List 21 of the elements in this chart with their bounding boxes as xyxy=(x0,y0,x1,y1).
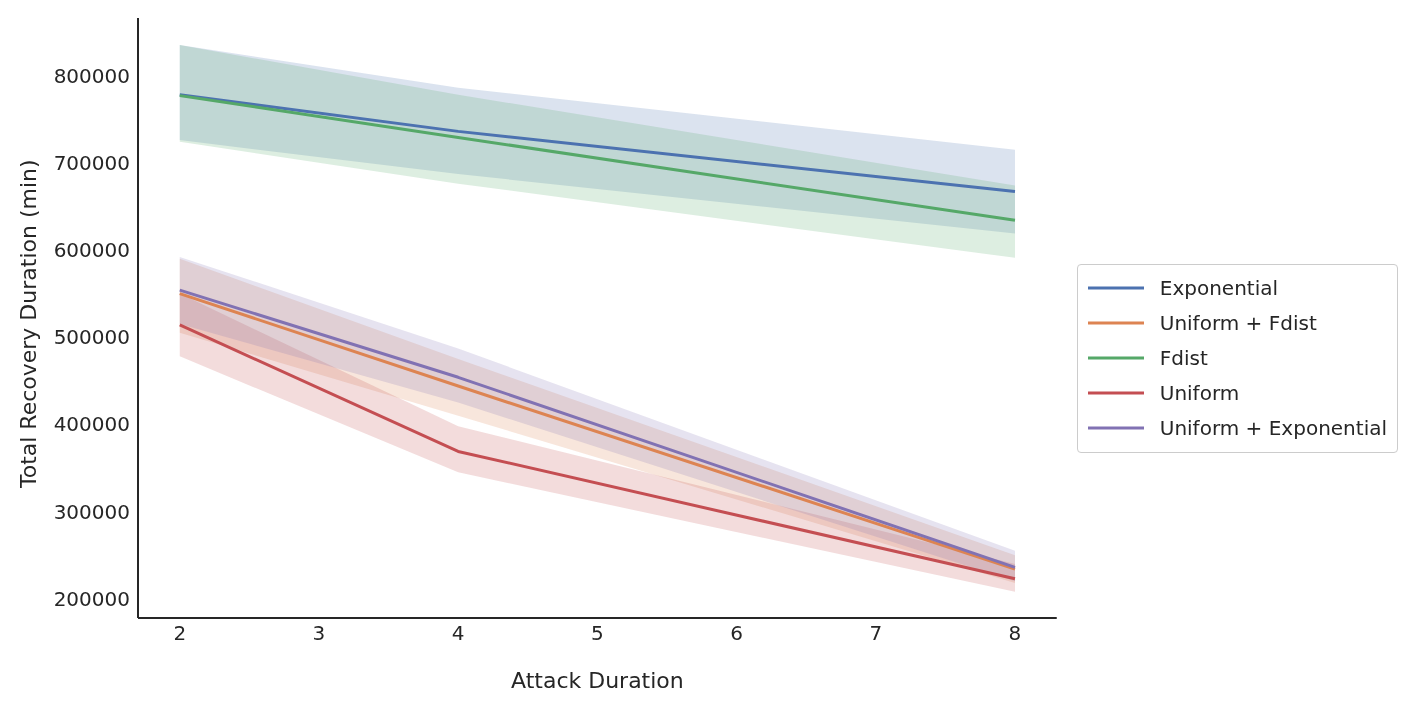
x-tick-label: 8 xyxy=(1008,621,1022,646)
x-tick-label: 3 xyxy=(312,621,326,646)
x-tick-label: 7 xyxy=(869,621,883,646)
legend-label: Uniform + Exponential xyxy=(1159,416,1387,440)
x-tick-label: 4 xyxy=(451,621,465,646)
y-tick-label: 700000 xyxy=(53,150,130,175)
y-tick-label: 200000 xyxy=(53,586,130,611)
y-tick-label: 400000 xyxy=(53,412,130,437)
x-tick-label: 2 xyxy=(173,621,187,646)
legend-label: Fdist xyxy=(1159,346,1208,370)
y-tick-label: 800000 xyxy=(53,63,130,88)
x-tick-label: 5 xyxy=(591,621,604,646)
y-axis-title: Total Recovery Duration (min) xyxy=(15,159,41,489)
y-tick-label: 500000 xyxy=(53,325,130,350)
legend-label: Uniform + Fdist xyxy=(1159,311,1317,335)
legend-label: Exponential xyxy=(1159,276,1279,300)
x-tick-label: 6 xyxy=(730,621,743,646)
y-tick-label: 300000 xyxy=(53,499,130,524)
legend-label: Uniform xyxy=(1159,381,1240,405)
y-tick-label: 600000 xyxy=(53,238,130,263)
x-axis-title: Attack Duration xyxy=(510,668,684,693)
